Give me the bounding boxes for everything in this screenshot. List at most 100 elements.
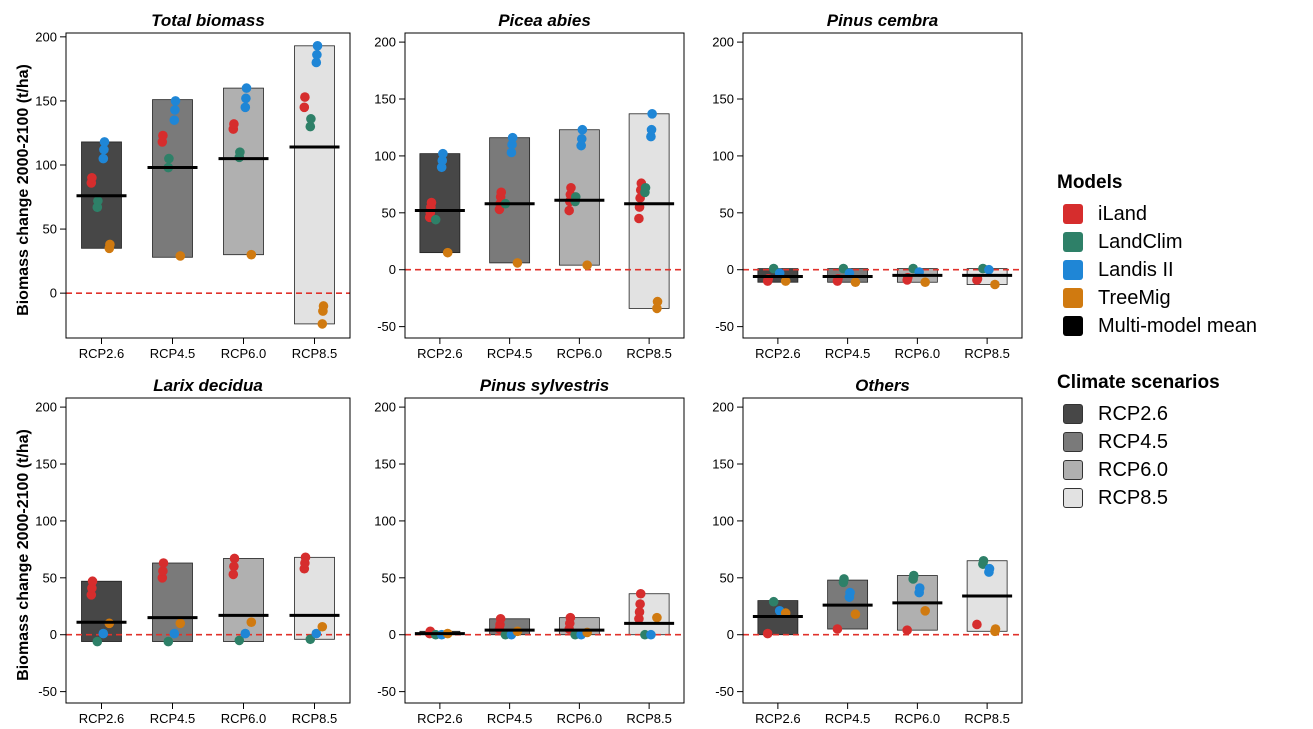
data-point bbox=[646, 124, 657, 135]
data-point bbox=[306, 114, 316, 124]
data-point bbox=[87, 576, 98, 587]
range-bar bbox=[223, 558, 264, 642]
legend-label-landis: Landis II bbox=[1098, 258, 1174, 281]
legend-swatch-treemig bbox=[1063, 288, 1083, 308]
data-point bbox=[169, 115, 180, 125]
data-point bbox=[442, 247, 453, 258]
x-tick-label: RCP2.6 bbox=[417, 711, 463, 726]
data-point bbox=[87, 173, 97, 183]
data-point bbox=[839, 574, 849, 584]
panel-title: Pinus cembra bbox=[827, 11, 939, 30]
data-point bbox=[229, 561, 239, 572]
legend-climate: Climate scenarios RCP2.6 RCP4.5 RCP6.0 R… bbox=[1057, 370, 1307, 512]
data-point bbox=[311, 57, 322, 68]
data-point bbox=[850, 277, 861, 288]
data-point bbox=[512, 258, 523, 268]
y-tick-label: 150 bbox=[712, 92, 734, 107]
y-tick-label: -50 bbox=[38, 684, 57, 699]
data-point bbox=[170, 96, 181, 106]
x-tick-label: RCP4.5 bbox=[487, 711, 533, 726]
data-point bbox=[646, 629, 656, 640]
legend-swatch-landis bbox=[1063, 260, 1083, 280]
y-axis-label-bottom: Biomass change 2000-2100 (t/ha) bbox=[15, 429, 32, 681]
data-point bbox=[98, 628, 109, 639]
data-point bbox=[566, 182, 576, 193]
y-tick-label: -50 bbox=[715, 319, 734, 334]
y-tick-label: 100 bbox=[35, 513, 57, 528]
legend-item-rcp45: RCP4.5 bbox=[1057, 428, 1307, 456]
x-tick-label: RCP6.0 bbox=[557, 346, 603, 361]
data-point bbox=[920, 606, 930, 616]
data-point bbox=[240, 102, 251, 113]
data-point bbox=[634, 213, 644, 224]
x-tick-label: RCP2.6 bbox=[417, 346, 463, 361]
legend-label-landclim: LandClim bbox=[1098, 230, 1183, 253]
panel-4: Larix decidua -50 0 50 100 150 200 RCP2.6 RCP4.5… bbox=[35, 376, 351, 726]
y-tick-label: 50 bbox=[43, 570, 57, 585]
data-point bbox=[920, 277, 930, 288]
x-tick-label: RCP4.5 bbox=[825, 711, 871, 726]
plot-frame bbox=[65, 32, 351, 339]
y-tick-label: 100 bbox=[374, 148, 396, 163]
data-point bbox=[902, 625, 912, 635]
x-tick-label: RCP6.0 bbox=[221, 711, 267, 726]
y-tick-label: 200 bbox=[35, 29, 57, 44]
data-point bbox=[850, 609, 861, 620]
data-point bbox=[652, 296, 663, 307]
data-point bbox=[318, 301, 329, 311]
data-point bbox=[311, 628, 322, 639]
x-tick-label: RCP4.5 bbox=[825, 346, 871, 361]
data-point bbox=[507, 132, 518, 143]
legend-climate-title: Climate scenarios bbox=[1057, 372, 1220, 393]
panel-title: Pinus sylvestris bbox=[480, 376, 609, 395]
legend-models-title: Models bbox=[1057, 172, 1123, 193]
data-point bbox=[832, 624, 843, 634]
x-tick-label: RCP2.6 bbox=[79, 346, 125, 361]
panel-title: Others bbox=[855, 376, 910, 395]
data-point bbox=[169, 628, 180, 639]
y-tick-label: -50 bbox=[377, 319, 396, 334]
data-point bbox=[438, 148, 448, 159]
data-point bbox=[158, 566, 168, 576]
data-point bbox=[634, 607, 645, 617]
y-tick-label: 0 bbox=[727, 262, 734, 277]
plot-frame bbox=[65, 397, 351, 704]
x-tick-label: RCP2.6 bbox=[79, 711, 125, 726]
data-point bbox=[170, 105, 180, 115]
data-point bbox=[768, 596, 779, 607]
range-bar bbox=[489, 137, 531, 264]
data-point bbox=[229, 553, 240, 564]
data-point bbox=[305, 634, 316, 645]
data-point bbox=[908, 570, 919, 581]
range-bar bbox=[294, 45, 335, 325]
y-tick-label: 0 bbox=[727, 627, 734, 642]
y-tick-label: 150 bbox=[35, 457, 57, 472]
data-point bbox=[164, 153, 174, 164]
y-tick-label: 0 bbox=[389, 262, 396, 277]
data-point bbox=[99, 137, 110, 147]
y-tick-label: -50 bbox=[377, 684, 396, 699]
y-tick-label: 200 bbox=[35, 400, 57, 415]
legend-item-landis: Landis II bbox=[1057, 256, 1307, 284]
data-point bbox=[564, 205, 574, 216]
legend-label-iland: iLand bbox=[1098, 202, 1147, 225]
panels: Total biomass 0 50 100 150 200 RCP2.6 RCP4.5 RCP… bbox=[35, 11, 1023, 726]
legend-item-landclim: LandClim bbox=[1057, 228, 1307, 256]
legend-label-treemig: TreeMig bbox=[1098, 286, 1171, 309]
data-point bbox=[93, 196, 103, 206]
data-point bbox=[241, 83, 252, 93]
y-tick-label: 50 bbox=[382, 570, 396, 585]
legend-label-rcp26: RCP2.6 bbox=[1098, 402, 1169, 425]
x-tick-label: RCP2.6 bbox=[755, 346, 801, 361]
x-tick-label: RCP8.5 bbox=[626, 711, 672, 726]
data-point bbox=[312, 49, 322, 60]
y-tick-label: 50 bbox=[720, 205, 734, 220]
data-point bbox=[175, 618, 186, 629]
legend-swatch-landclim bbox=[1063, 232, 1083, 252]
y-tick-label: 150 bbox=[374, 92, 396, 107]
legend-swatch-iland bbox=[1063, 204, 1083, 224]
panel-3: Pinus cembra -50 0 50 100 150 200 RCP2.6 RCP4.5 R… bbox=[712, 11, 1023, 361]
x-tick-label: RCP2.6 bbox=[755, 711, 801, 726]
y-tick-label: 50 bbox=[720, 570, 734, 585]
